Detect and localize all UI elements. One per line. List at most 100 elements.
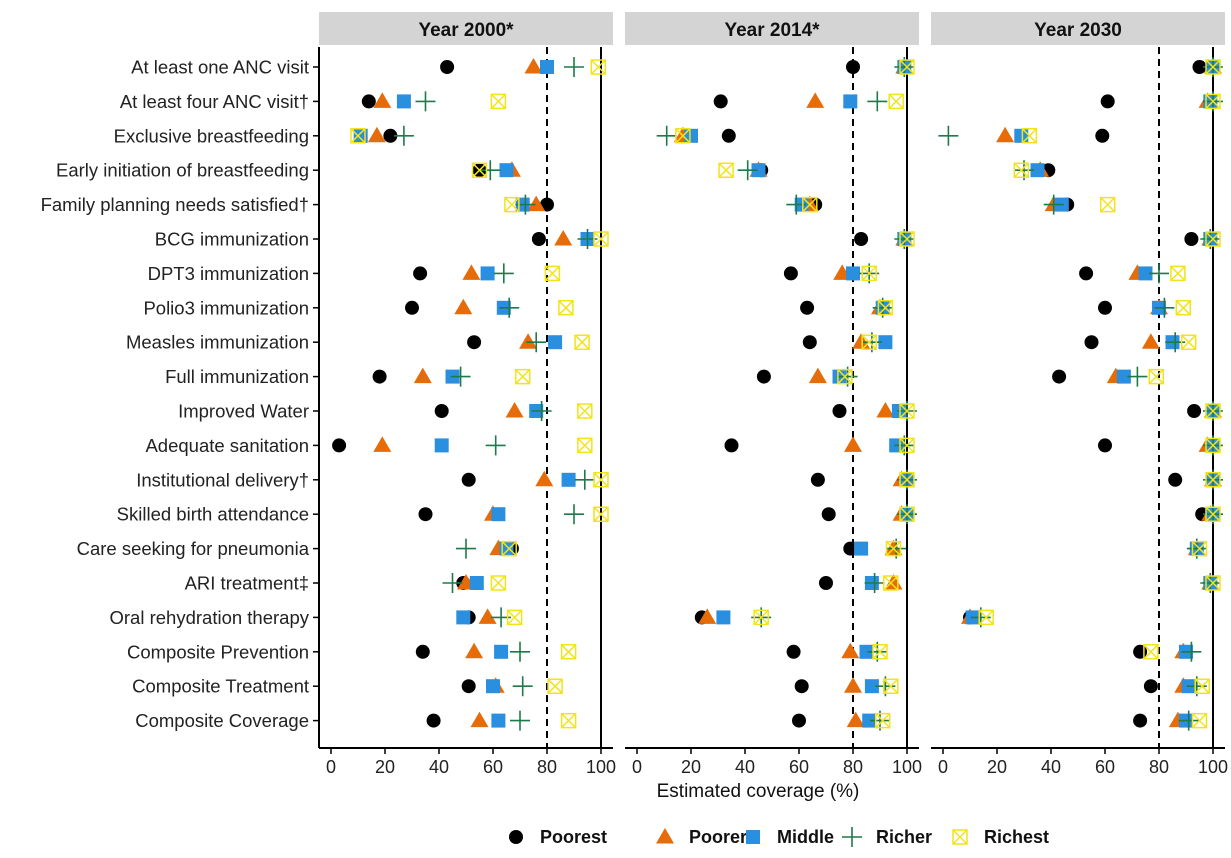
point-poorest-skilled-birth-attendance-panel-1: [418, 507, 433, 522]
point-richest-measles-immunization-panel-2: [861, 334, 877, 350]
point-middle-oral-rehydration-therapy-panel-2: [716, 610, 731, 625]
point-richest-skilled-birth-attendance-panel-1: [593, 506, 609, 522]
point-middle-early-initiation-of-breastfeeding-panel-3: [1030, 163, 1045, 178]
point-middle-care-seeking-for-pneumonia-panel-1: [499, 541, 514, 556]
panel-title-1: Year 2000*: [418, 20, 514, 41]
category-label-early-initiation-of-breastfeeding: Early initiation of breastfeeding: [56, 160, 309, 181]
legend-key-richer: [842, 827, 862, 847]
point-richer-exclusive-breastfeeding-panel-3: [938, 125, 959, 146]
point-middle-at-least-four-anc-visit-panel-2: [843, 94, 858, 109]
x-tick-label-100-panel-2: 100: [892, 757, 922, 777]
point-richest-at-least-four-anc-visit-panel-3: [1205, 93, 1221, 110]
point-richest-bcg-immunization-panel-1: [593, 231, 609, 247]
point-poorest-exclusive-breastfeeding-panel-3: [1095, 128, 1110, 143]
point-richer-ari-treatment-panel-2: [864, 573, 885, 593]
point-poorest-skilled-birth-attendance-panel-2: [821, 507, 836, 522]
point-middle-dpt3-immunization-panel-1: [480, 266, 495, 281]
category-label-care-seeking-for-pneumonia: Care seeking for pneumonia: [77, 538, 310, 559]
point-richest-dpt3-immunization-panel-2: [861, 265, 877, 282]
point-richer-early-initiation-of-breastfeeding-panel-2: [737, 160, 758, 181]
point-middle-composite-prevention-panel-1: [494, 644, 509, 659]
x-tick-label-40-panel-2: 40: [735, 757, 755, 777]
point-poorest-at-least-one-anc-visit-panel-2: [846, 60, 860, 74]
point-richest-composite-prevention-panel-2: [872, 644, 888, 660]
point-richest-improved-water-panel-1: [577, 403, 593, 419]
category-label-composite-prevention: Composite Prevention: [127, 641, 309, 662]
point-poorest-at-least-four-anc-visit-panel-3: [1100, 94, 1115, 109]
point-richest-dpt3-immunization-panel-3: [1170, 265, 1186, 282]
point-middle-at-least-one-anc-visit-panel-1: [540, 60, 554, 74]
point-poorest-adequate-sanitation-panel-3: [1098, 438, 1112, 453]
point-richer-dpt3-immunization-panel-1: [493, 263, 514, 284]
point-richest-adequate-sanitation-panel-3: [1205, 437, 1221, 454]
point-richest-full-immunization-panel-1: [514, 368, 531, 385]
legend-label-richest: Richest: [984, 827, 1049, 847]
x-tick-label-0-panel-3: 0: [938, 757, 948, 777]
point-middle-exclusive-breastfeeding-panel-3: [1014, 128, 1029, 143]
point-richest-oral-rehydration-therapy-panel-2: [753, 609, 769, 626]
point-poorest-measles-immunization-panel-2: [802, 335, 817, 350]
legend-label-poorer: Poorer: [689, 827, 747, 847]
point-poorer-oral-rehydration-therapy-panel-1: [478, 608, 497, 624]
point-richest-family-planning-needs-satisfied-panel-2: [802, 196, 818, 213]
panel-header-3: [931, 12, 1225, 45]
point-richest-exclusive-breastfeeding-panel-3: [1021, 128, 1038, 144]
point-middle-composite-treatment-panel-1: [486, 679, 500, 694]
point-poorest-at-least-one-anc-visit-panel-1: [440, 60, 455, 74]
point-poorest-measles-immunization-panel-3: [1084, 335, 1099, 350]
point-poorer-composite-prevention-panel-2: [841, 642, 860, 659]
category-label-polio3-immunization: Polio3 immunization: [143, 297, 309, 318]
point-richest-dpt3-immunization-panel-1: [544, 265, 561, 282]
point-poorest-full-immunization-panel-2: [756, 369, 771, 384]
point-richest-adequate-sanitation-panel-1: [577, 437, 593, 454]
category-label-dpt3-immunization: DPT3 immunization: [148, 263, 309, 284]
point-poorest-institutional-delivery-panel-1: [461, 472, 476, 487]
point-richest-ari-treatment-panel-3: [1205, 575, 1221, 591]
point-middle-dpt3-immunization-panel-2: [846, 266, 860, 281]
point-richer-improved-water-panel-1: [531, 401, 552, 421]
point-poorest-improved-water-panel-2: [832, 404, 847, 418]
point-poorest-exclusive-breastfeeding-panel-2: [721, 128, 736, 143]
x-tick-label-20-panel-1: 20: [375, 757, 395, 777]
point-richer-polio3-immunization-panel-1: [499, 297, 520, 318]
category-label-at-least-one-anc-visit: At least one ANC visit: [131, 57, 309, 78]
point-richest-composite-prevention-panel-1: [560, 644, 577, 660]
point-richer-full-immunization-panel-3: [1127, 366, 1148, 387]
point-poorer-exclusive-breastfeeding-panel-1: [367, 126, 386, 143]
point-richest-improved-water-panel-3: [1205, 403, 1221, 419]
legend-label-poorest: Poorest: [540, 827, 607, 847]
legend-label-middle: Middle: [777, 827, 834, 847]
point-poorest-ari-treatment-panel-2: [819, 576, 833, 590]
point-poorer-institutional-delivery-panel-1: [535, 470, 554, 487]
point-poorest-at-least-four-anc-visit-panel-1: [361, 94, 376, 109]
point-poorer-adequate-sanitation-panel-2: [844, 436, 862, 452]
point-richest-institutional-delivery-panel-3: [1205, 472, 1221, 488]
point-richest-bcg-immunization-panel-3: [1205, 231, 1221, 247]
point-poorest-full-immunization-panel-1: [372, 369, 387, 384]
point-richest-care-seeking-for-pneumonia-panel-1: [501, 540, 517, 557]
point-poorest-institutional-delivery-panel-3: [1168, 472, 1183, 487]
x-tick-label-100-panel-1: 100: [586, 757, 616, 777]
point-richest-at-least-one-anc-visit-panel-3: [1205, 59, 1221, 75]
x-tick-label-80-panel-3: 80: [1149, 757, 1169, 777]
point-richer-full-immunization-panel-1: [450, 366, 471, 387]
legend: Poorest Poorer Middle Richer Richest: [509, 827, 1049, 847]
point-poorer-composite-coverage-panel-2: [846, 711, 865, 728]
point-richer-at-least-four-anc-visit-panel-1: [415, 91, 436, 112]
legend-key-poorest: [509, 830, 523, 844]
point-poorest-bcg-immunization-panel-1: [531, 232, 546, 246]
category-label-institutional-delivery: Institutional delivery†: [136, 469, 309, 490]
point-richer-measles-immunization-panel-1: [526, 332, 547, 353]
point-richest-polio3-immunization-panel-2: [877, 300, 894, 316]
point-richest-improved-water-panel-2: [899, 403, 915, 419]
category-label-skilled-birth-attendance: Skilled birth attendance: [117, 504, 309, 525]
point-richest-adequate-sanitation-panel-2: [899, 437, 915, 454]
point-poorest-exclusive-breastfeeding-panel-1: [383, 128, 398, 143]
x-tick-label-80-panel-2: 80: [843, 757, 863, 777]
category-label-adequate-sanitation: Adequate sanitation: [145, 435, 309, 456]
point-richer-adequate-sanitation-panel-1: [485, 435, 506, 456]
point-richest-at-least-one-anc-visit-panel-2: [899, 59, 915, 75]
point-richest-polio3-immunization-panel-1: [558, 300, 574, 316]
point-richer-ari-treatment-panel-1: [442, 573, 463, 593]
